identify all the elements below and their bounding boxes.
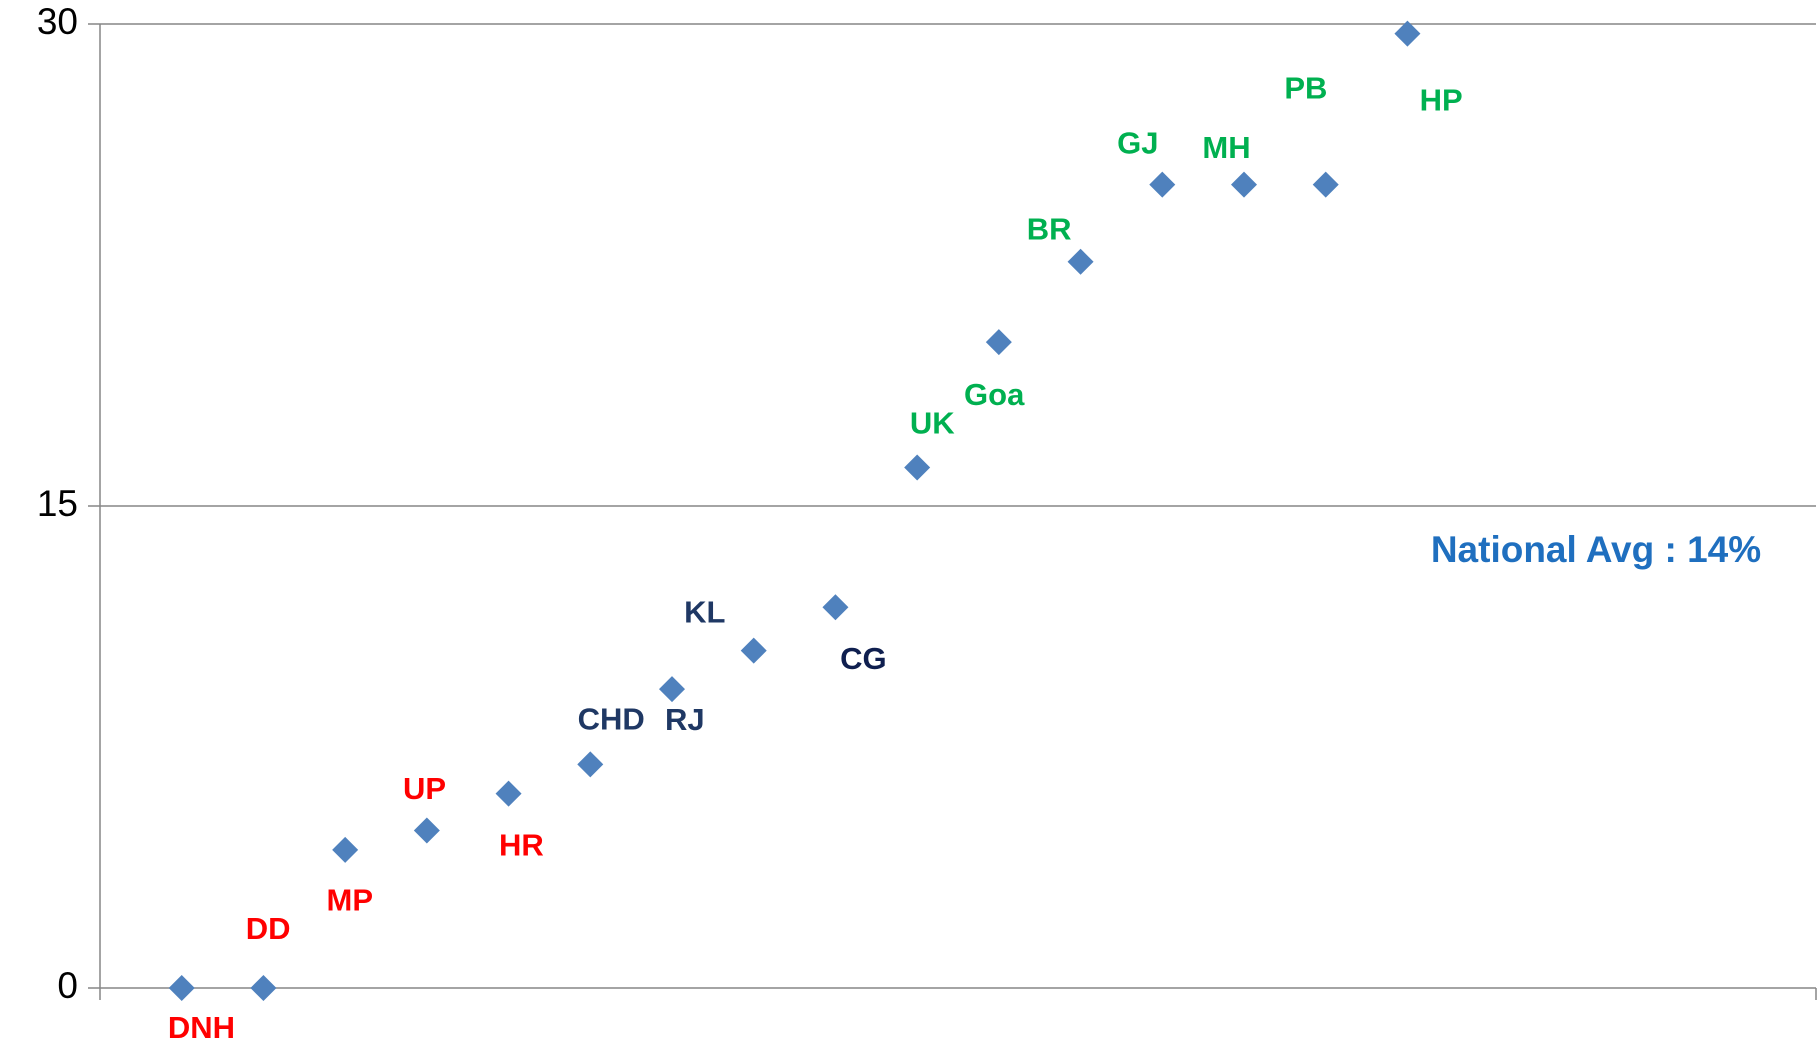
point-label: CHD	[578, 701, 645, 736]
point	[168, 975, 195, 1001]
point	[1312, 171, 1339, 198]
point-label: HP	[1420, 83, 1463, 118]
point-label: UK	[910, 406, 955, 441]
point	[985, 329, 1012, 356]
point-label: MH	[1202, 130, 1250, 165]
point	[1394, 20, 1421, 47]
point	[1149, 171, 1176, 198]
point-label: KL	[684, 595, 725, 630]
point	[413, 817, 440, 844]
point	[577, 751, 604, 778]
point-label: GJ	[1117, 125, 1158, 160]
point-label: Goa	[964, 377, 1025, 412]
point-label: HR	[499, 827, 544, 862]
point	[495, 780, 522, 807]
point	[822, 594, 849, 621]
point-label: UP	[403, 771, 446, 806]
point-label: BR	[1027, 212, 1072, 247]
point	[1231, 171, 1257, 198]
point	[332, 836, 359, 863]
point	[659, 676, 685, 703]
point	[740, 637, 767, 664]
annotation: National Avg : 14%	[1431, 529, 1761, 570]
point	[1067, 248, 1094, 275]
point-label: MP	[327, 882, 374, 917]
point-label: DD	[246, 911, 291, 946]
point	[250, 975, 277, 1001]
y-tick-label: 30	[37, 1, 78, 42]
y-tick-label: 0	[57, 965, 78, 1006]
point-label: DNH	[168, 1010, 235, 1045]
point	[904, 454, 931, 481]
point-label: RJ	[665, 702, 705, 737]
point-label: CG	[840, 641, 887, 676]
point-label: PB	[1284, 71, 1327, 106]
y-tick-label: 15	[37, 483, 78, 524]
